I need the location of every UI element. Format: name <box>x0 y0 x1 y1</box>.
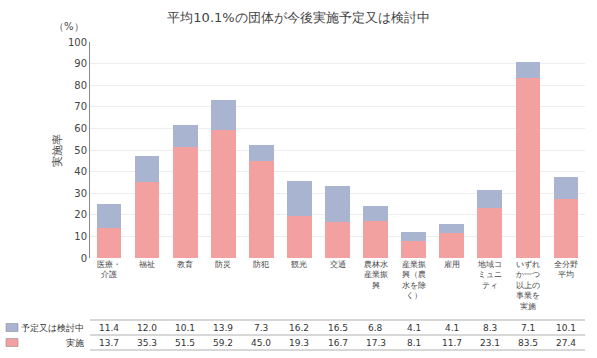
svg-text:17.3: 17.3 <box>366 338 386 348</box>
svg-text:13.9: 13.9 <box>213 323 233 333</box>
svg-text:70: 70 <box>74 101 87 112</box>
svg-text:平均10.1%の団体が今後実施予定又は検討中: 平均10.1%の団体が今後実施予定又は検討中 <box>167 10 429 25</box>
svg-text:80: 80 <box>74 80 87 91</box>
svg-text:16.2: 16.2 <box>289 323 309 333</box>
svg-text:防災: 防災 <box>215 260 231 269</box>
svg-text:いずれか一つ以上の事業を実施: いずれか一つ以上の事業を実施 <box>516 260 540 311</box>
svg-text:0: 0 <box>81 253 87 264</box>
svg-text:全分野平均: 全分野平均 <box>554 260 578 279</box>
svg-text:40: 40 <box>74 166 87 177</box>
svg-text:（%）: （%） <box>54 21 84 32</box>
svg-text:83.5: 83.5 <box>518 338 538 348</box>
svg-text:実施率: 実施率 <box>51 134 64 167</box>
svg-text:19.3: 19.3 <box>289 338 309 348</box>
svg-text:16.5: 16.5 <box>328 323 348 333</box>
svg-text:10.1: 10.1 <box>175 323 195 333</box>
svg-text:27.4: 27.4 <box>556 338 576 348</box>
svg-text:51.5: 51.5 <box>175 338 195 348</box>
svg-text:90: 90 <box>74 58 87 69</box>
svg-text:6.8: 6.8 <box>368 323 383 333</box>
svg-text:実施: 実施 <box>66 338 84 348</box>
svg-text:11.7: 11.7 <box>442 338 462 348</box>
svg-text:交通: 交通 <box>330 260 346 269</box>
svg-text:農林水産業振興: 農林水産業振興 <box>364 260 388 290</box>
svg-text:8.3: 8.3 <box>483 323 497 333</box>
svg-text:防犯: 防犯 <box>253 260 269 269</box>
svg-text:13.7: 13.7 <box>99 338 119 348</box>
svg-text:4.1: 4.1 <box>407 323 421 333</box>
svg-text:60: 60 <box>74 123 87 134</box>
svg-text:100: 100 <box>68 37 87 48</box>
svg-text:福祉: 福祉 <box>139 260 155 269</box>
svg-text:8.1: 8.1 <box>407 338 421 348</box>
svg-text:11.4: 11.4 <box>99 323 119 333</box>
svg-text:医療・介護: 医療・介護 <box>97 260 121 279</box>
svg-text:雇用: 雇用 <box>444 260 460 269</box>
svg-text:16.7: 16.7 <box>328 338 348 348</box>
svg-text:産業振興（農水を除く）: 産業振興（農水を除く） <box>402 260 426 300</box>
svg-text:12.0: 12.0 <box>137 323 157 333</box>
svg-text:地域コミュニティ: 地域コミュニティ <box>477 260 502 290</box>
svg-text:45.0: 45.0 <box>251 338 271 348</box>
svg-text:10: 10 <box>74 231 87 242</box>
svg-text:50: 50 <box>74 145 87 156</box>
svg-text:4.1: 4.1 <box>445 323 459 333</box>
svg-text:20: 20 <box>74 209 87 220</box>
svg-text:7.1: 7.1 <box>521 323 535 333</box>
svg-text:59.2: 59.2 <box>213 338 233 348</box>
svg-text:35.3: 35.3 <box>137 338 157 348</box>
svg-text:30: 30 <box>74 188 87 199</box>
svg-text:教育: 教育 <box>177 260 193 269</box>
svg-text:10.1: 10.1 <box>556 323 576 333</box>
svg-text:予定又は検討中: 予定又は検討中 <box>21 323 84 333</box>
svg-text:7.3: 7.3 <box>254 323 268 333</box>
svg-text:観光: 観光 <box>291 260 307 269</box>
svg-text:23.1: 23.1 <box>480 338 500 348</box>
